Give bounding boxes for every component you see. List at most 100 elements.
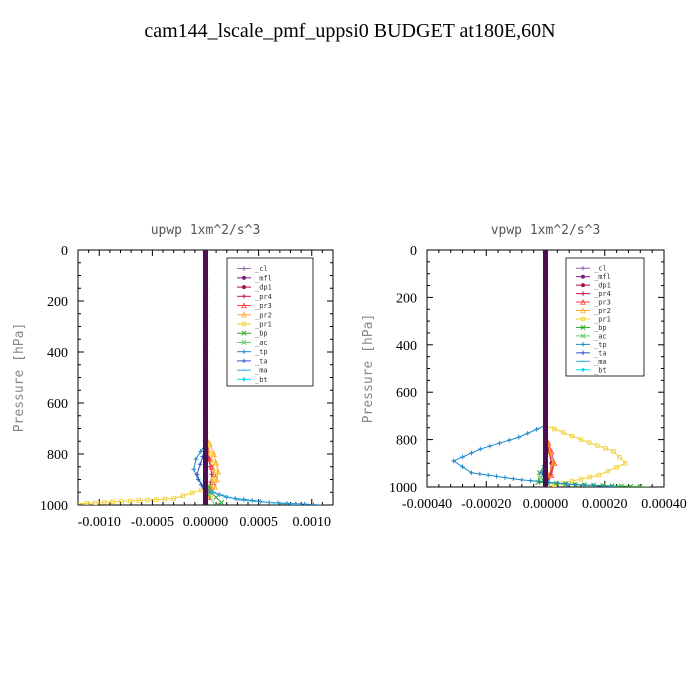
legend-label: _ta xyxy=(594,349,607,357)
series-marker xyxy=(203,493,208,497)
series-marker xyxy=(543,268,548,272)
series-marker xyxy=(203,269,208,273)
series-marker xyxy=(543,473,548,477)
series-marker xyxy=(203,251,208,255)
series-marker xyxy=(543,433,548,437)
series-marker xyxy=(543,456,548,460)
x-tick-label: -0.00020 xyxy=(461,497,511,512)
series-marker xyxy=(198,449,204,454)
series-marker xyxy=(543,302,548,306)
series-marker xyxy=(543,390,548,394)
series-marker xyxy=(203,370,208,374)
legend-entry: _bp xyxy=(237,330,268,338)
series-marker xyxy=(203,266,208,270)
series-marker xyxy=(543,282,548,286)
series-marker xyxy=(543,319,548,323)
series-marker xyxy=(203,297,208,301)
series-marker xyxy=(637,484,643,487)
series-marker xyxy=(203,471,208,475)
series-marker xyxy=(203,325,208,328)
series-marker xyxy=(569,478,575,484)
y-tick-label: 1000 xyxy=(40,499,68,514)
series-marker xyxy=(203,496,208,500)
series-marker xyxy=(506,437,512,443)
series-marker xyxy=(543,461,548,465)
series-marker xyxy=(543,396,548,400)
series-marker xyxy=(543,356,548,360)
x-tick-label: 0.00000 xyxy=(523,497,569,512)
series-marker xyxy=(497,440,502,446)
series-marker xyxy=(543,262,548,266)
series-marker xyxy=(543,296,548,300)
series-marker xyxy=(203,306,208,310)
series-marker xyxy=(203,318,208,322)
series-marker xyxy=(580,266,586,271)
series-marker xyxy=(241,339,247,346)
series-marker xyxy=(203,447,208,451)
series-marker xyxy=(543,250,548,252)
y-tick-label: 0 xyxy=(61,244,68,259)
series-marker xyxy=(543,365,548,369)
series-marker xyxy=(203,407,208,411)
legend-label: _pr1 xyxy=(594,316,611,324)
series-marker xyxy=(203,254,208,258)
series-marker xyxy=(580,307,586,314)
series-marker xyxy=(293,501,299,505)
series-marker xyxy=(580,324,586,331)
series-marker xyxy=(516,434,522,440)
series-marker xyxy=(203,364,208,368)
legend-entry: _bt xyxy=(237,376,268,384)
series-marker xyxy=(153,497,159,502)
series-marker xyxy=(203,444,208,448)
legend-entry: _pr2 xyxy=(576,307,611,315)
series-marker xyxy=(203,279,208,283)
y-tick-label: 600 xyxy=(47,397,68,412)
series-marker xyxy=(203,490,208,494)
series-marker xyxy=(485,472,491,478)
series-marker xyxy=(203,315,208,319)
series-marker xyxy=(203,419,208,423)
series-marker xyxy=(478,446,483,452)
series-marker xyxy=(203,337,208,341)
x-tick-label: -0.0010 xyxy=(78,515,121,530)
series-marker xyxy=(543,276,548,280)
series-marker xyxy=(543,404,548,408)
series-marker xyxy=(203,291,208,295)
series-marker xyxy=(203,367,208,371)
series-marker xyxy=(203,260,208,264)
series-marker xyxy=(203,340,208,344)
series-marker xyxy=(203,303,208,307)
chart-title: upwp 1xm^2/s^3 xyxy=(151,223,261,238)
series-marker xyxy=(543,259,548,263)
series-marker xyxy=(543,421,548,425)
legend-box xyxy=(565,257,645,377)
series-marker xyxy=(543,294,548,298)
series-marker xyxy=(543,447,548,451)
legend-label: _mfl xyxy=(255,274,272,282)
legend-label: _bt xyxy=(594,366,607,374)
legend-label: _bp xyxy=(594,324,607,332)
series-marker xyxy=(534,427,539,432)
series-marker xyxy=(203,276,208,280)
series-marker xyxy=(587,474,593,480)
series-marker xyxy=(203,312,208,316)
series-marker xyxy=(203,334,208,338)
series-marker xyxy=(203,462,208,466)
series-marker xyxy=(203,257,208,261)
series-marker xyxy=(561,430,566,435)
series-marker xyxy=(580,333,586,339)
series-marker xyxy=(543,373,548,377)
series-marker xyxy=(536,470,543,476)
legend-label: _bt xyxy=(255,376,268,384)
series-marker xyxy=(537,479,542,484)
y-tick-label: 800 xyxy=(396,434,417,449)
series-marker xyxy=(212,483,219,490)
series-marker xyxy=(302,501,307,505)
series-marker xyxy=(543,399,548,403)
series-marker xyxy=(580,291,586,296)
series-marker xyxy=(543,413,548,417)
series-marker xyxy=(519,477,525,483)
series-marker xyxy=(203,438,208,442)
series-marker xyxy=(208,451,214,457)
series-marker xyxy=(543,362,548,366)
